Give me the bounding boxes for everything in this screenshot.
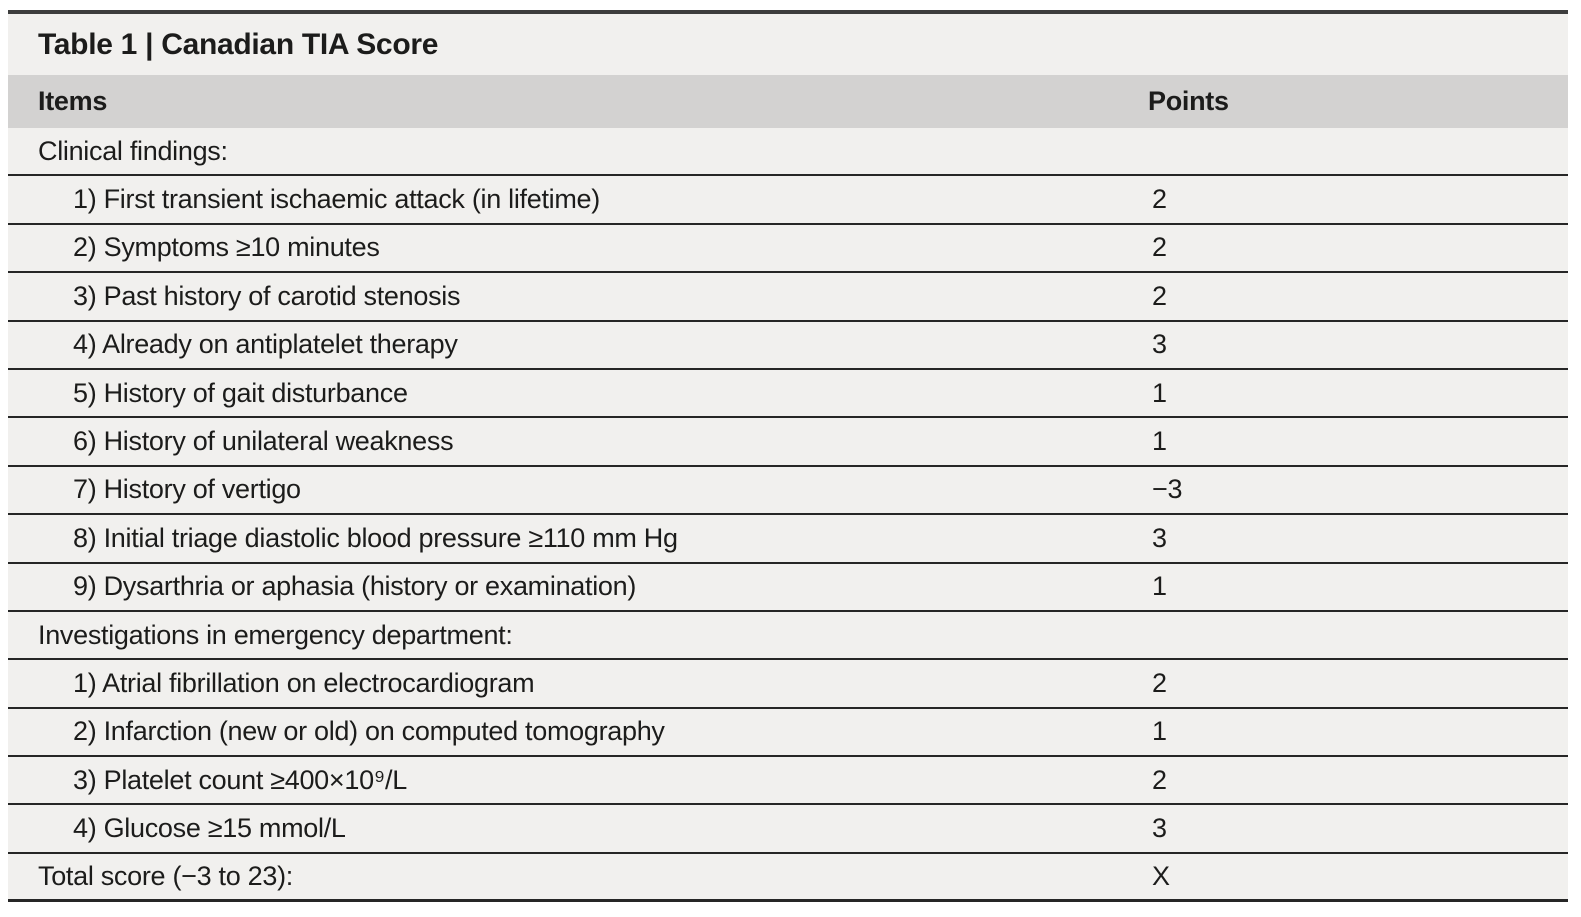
item-label: 3) Past history of carotid stenosis bbox=[73, 280, 461, 311]
table-row: 8) Initial triage diastolic blood pressu… bbox=[8, 515, 1568, 564]
table-row: 3) Platelet count ≥400×10⁹/L 2 bbox=[8, 757, 1568, 806]
table-row: 7) History of vertigo −3 bbox=[8, 466, 1568, 516]
points-value: 1 bbox=[1152, 377, 1167, 408]
table-row: 2) Infarction (new or old) on computed t… bbox=[8, 708, 1568, 758]
table-top-rule bbox=[8, 10, 1568, 14]
item-label: 5) History of gait disturbance bbox=[73, 377, 408, 408]
table-row: 1) First transient ischaemic attack (in … bbox=[8, 176, 1568, 225]
item-label: 4) Already on antiplatelet therapy bbox=[73, 329, 458, 360]
points-value: 1 bbox=[1152, 426, 1167, 457]
item-label: 6) History of unilateral weakness bbox=[73, 426, 454, 457]
total-label: Total score (−3 to 23): bbox=[38, 861, 293, 892]
points-value: 2 bbox=[1152, 764, 1167, 795]
points-value: 3 bbox=[1152, 522, 1167, 553]
canadian-tia-score-table: Table 1 | Canadian TIA Score Items Point… bbox=[8, 10, 1568, 903]
points-value: 2 bbox=[1152, 280, 1167, 311]
table-title: Table 1 | Canadian TIA Score bbox=[38, 27, 439, 61]
points-value: 2 bbox=[1152, 232, 1167, 263]
points-value: X bbox=[1152, 861, 1170, 892]
item-label: 4) Glucose ≥15 mmol/L bbox=[73, 813, 346, 844]
item-label: 2) Infarction (new or old) on computed t… bbox=[73, 716, 665, 747]
item-label: 7) History of vertigo bbox=[73, 474, 301, 505]
table-row: 1) Atrial fibrillation on electrocardiog… bbox=[8, 660, 1568, 709]
table-row: 9) Dysarthria or aphasia (history or exa… bbox=[8, 563, 1568, 612]
points-value: 2 bbox=[1152, 667, 1167, 698]
section-label: Clinical findings: bbox=[38, 135, 228, 166]
item-label: 2) Symptoms ≥10 minutes bbox=[73, 232, 380, 263]
section-label: Investigations in emergency department: bbox=[38, 619, 513, 650]
table-body: Clinical findings: 1) First transient isc… bbox=[8, 128, 1568, 903]
table-row: 4) Already on antiplatelet therapy 3 bbox=[8, 321, 1568, 370]
table-row: 3) Past history of carotid stenosis 2 bbox=[8, 273, 1568, 322]
points-value: −3 bbox=[1152, 474, 1183, 505]
table-row: Clinical findings: bbox=[8, 128, 1568, 177]
table-row: 5) History of gait disturbance 1 bbox=[8, 369, 1568, 419]
table-header-row: Items Points bbox=[8, 75, 1568, 128]
points-value: 1 bbox=[1152, 571, 1167, 602]
points-value: 3 bbox=[1152, 329, 1167, 360]
item-label: 1) Atrial fibrillation on electrocardiog… bbox=[73, 667, 535, 698]
table-row: Total score (−3 to 23): X bbox=[8, 853, 1568, 903]
points-value: 3 bbox=[1152, 813, 1167, 844]
table-title-band: Table 1 | Canadian TIA Score bbox=[8, 14, 1568, 75]
item-label: 8) Initial triage diastolic blood pressu… bbox=[73, 522, 678, 553]
table-row: 4) Glucose ≥15 mmol/L 3 bbox=[8, 805, 1568, 854]
table-row: 6) History of unilateral weakness 1 bbox=[8, 418, 1568, 467]
column-header-items: Items bbox=[38, 86, 108, 116]
table-row: 2) Symptoms ≥10 minutes 2 bbox=[8, 224, 1568, 274]
points-value: 2 bbox=[1152, 184, 1167, 215]
table-row: Investigations in emergency department: bbox=[8, 611, 1568, 661]
item-label: 3) Platelet count ≥400×10⁹/L bbox=[73, 764, 407, 795]
points-value: 1 bbox=[1152, 716, 1167, 747]
column-header-points: Points bbox=[1148, 86, 1229, 116]
item-label: 1) First transient ischaemic attack (in … bbox=[73, 184, 600, 215]
item-label: 9) Dysarthria or aphasia (history or exa… bbox=[73, 571, 637, 602]
